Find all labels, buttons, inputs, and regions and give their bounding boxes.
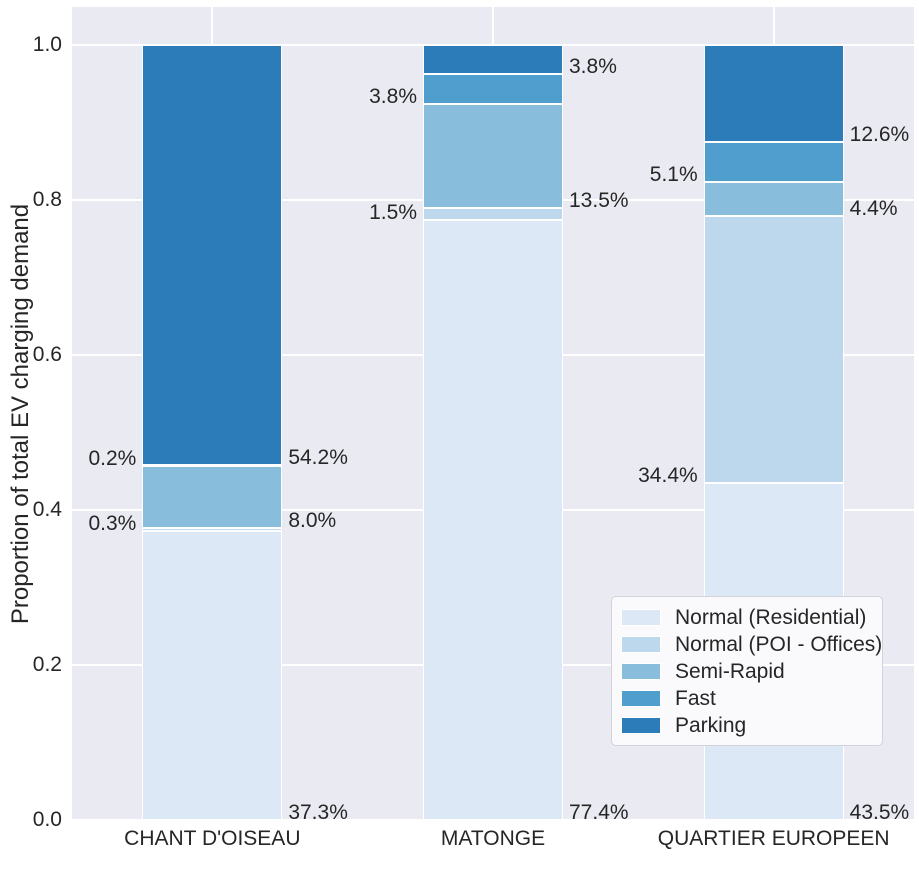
y-tick-label: 1.0 bbox=[32, 32, 62, 56]
legend-item-label: Normal (Residential) bbox=[675, 606, 867, 629]
x-tick-label: MATONGE bbox=[440, 827, 546, 850]
value-label: 4.4% bbox=[849, 196, 898, 220]
y-tick-label: 0.6 bbox=[32, 342, 62, 366]
value-label: 54.2% bbox=[288, 445, 348, 469]
bar-segment-fast bbox=[142, 464, 283, 467]
legend-item: Normal (POI - Offices) bbox=[612, 631, 882, 658]
bar-segment-fast bbox=[423, 74, 563, 104]
legend-swatch-normal-poi-offices bbox=[621, 636, 661, 653]
legend-item: Fast bbox=[612, 685, 882, 712]
gridline-horizontal bbox=[72, 819, 914, 821]
legend-item: Parking bbox=[612, 712, 882, 739]
value-label: 13.5% bbox=[569, 189, 629, 213]
y-tick-label: 0.0 bbox=[32, 808, 62, 831]
value-label: 0.2% bbox=[88, 447, 137, 471]
legend-swatch-parking bbox=[621, 717, 661, 734]
value-label: 3.8% bbox=[569, 55, 617, 79]
legend-swatch-normal-residential bbox=[621, 609, 661, 626]
value-label: 77.4% bbox=[569, 801, 629, 824]
y-tick-label: 0.8 bbox=[32, 187, 62, 211]
value-label: 43.5% bbox=[849, 801, 910, 824]
value-label: 8.0% bbox=[288, 509, 337, 533]
value-label: 37.3% bbox=[288, 801, 348, 824]
legend-item-label: Fast bbox=[675, 687, 716, 710]
bar-segment-semi-rapid bbox=[142, 466, 283, 529]
bar-segment-semi-rapid bbox=[703, 181, 844, 216]
legend-item-label: Parking bbox=[675, 714, 747, 737]
x-tick-label: QUARTIER EUROPEEN bbox=[657, 827, 890, 850]
bar-segment-normal-residential bbox=[423, 219, 563, 820]
bar-segment-normal-poi-offices bbox=[703, 215, 844, 483]
value-label: 12.6% bbox=[849, 123, 910, 147]
legend-item-label: Normal (POI - Offices) bbox=[675, 633, 883, 656]
bar-segment-parking bbox=[142, 44, 283, 465]
value-label: 3.8% bbox=[369, 84, 417, 108]
bar-segment-normal-poi-offices bbox=[423, 208, 563, 220]
y-tick-label: 0.2 bbox=[32, 652, 62, 676]
legend-swatch-fast bbox=[621, 690, 661, 707]
bar-segment-normal-poi-offices bbox=[142, 528, 283, 531]
value-label: 0.3% bbox=[88, 511, 137, 535]
plot-area: 37.3% 0.3% 8.0% 0.2% 54.2% 77.4% 1.5% 13.5% 3.8%… bbox=[72, 7, 914, 824]
y-tick-label: 0.4 bbox=[32, 497, 62, 521]
legend-item: Normal (Residential) bbox=[612, 604, 882, 631]
bar-segment-semi-rapid bbox=[423, 103, 563, 209]
bar-segment-parking bbox=[423, 44, 563, 75]
value-label: 34.4% bbox=[638, 463, 698, 487]
bar-segment-parking bbox=[703, 44, 844, 143]
value-label: 5.1% bbox=[649, 162, 698, 186]
legend: Normal (Residential) Normal (POI - Office… bbox=[611, 596, 883, 746]
legend-swatch-semi-rapid bbox=[621, 663, 661, 680]
bar-segment-normal-residential bbox=[142, 530, 283, 820]
bar-segment-fast bbox=[703, 142, 844, 182]
value-label: 1.5% bbox=[369, 200, 417, 224]
x-tick-label: CHANT D'OISEAU bbox=[124, 827, 301, 850]
legend-item-label: Semi-Rapid bbox=[675, 660, 785, 683]
legend-item: Semi-Rapid bbox=[612, 658, 882, 685]
